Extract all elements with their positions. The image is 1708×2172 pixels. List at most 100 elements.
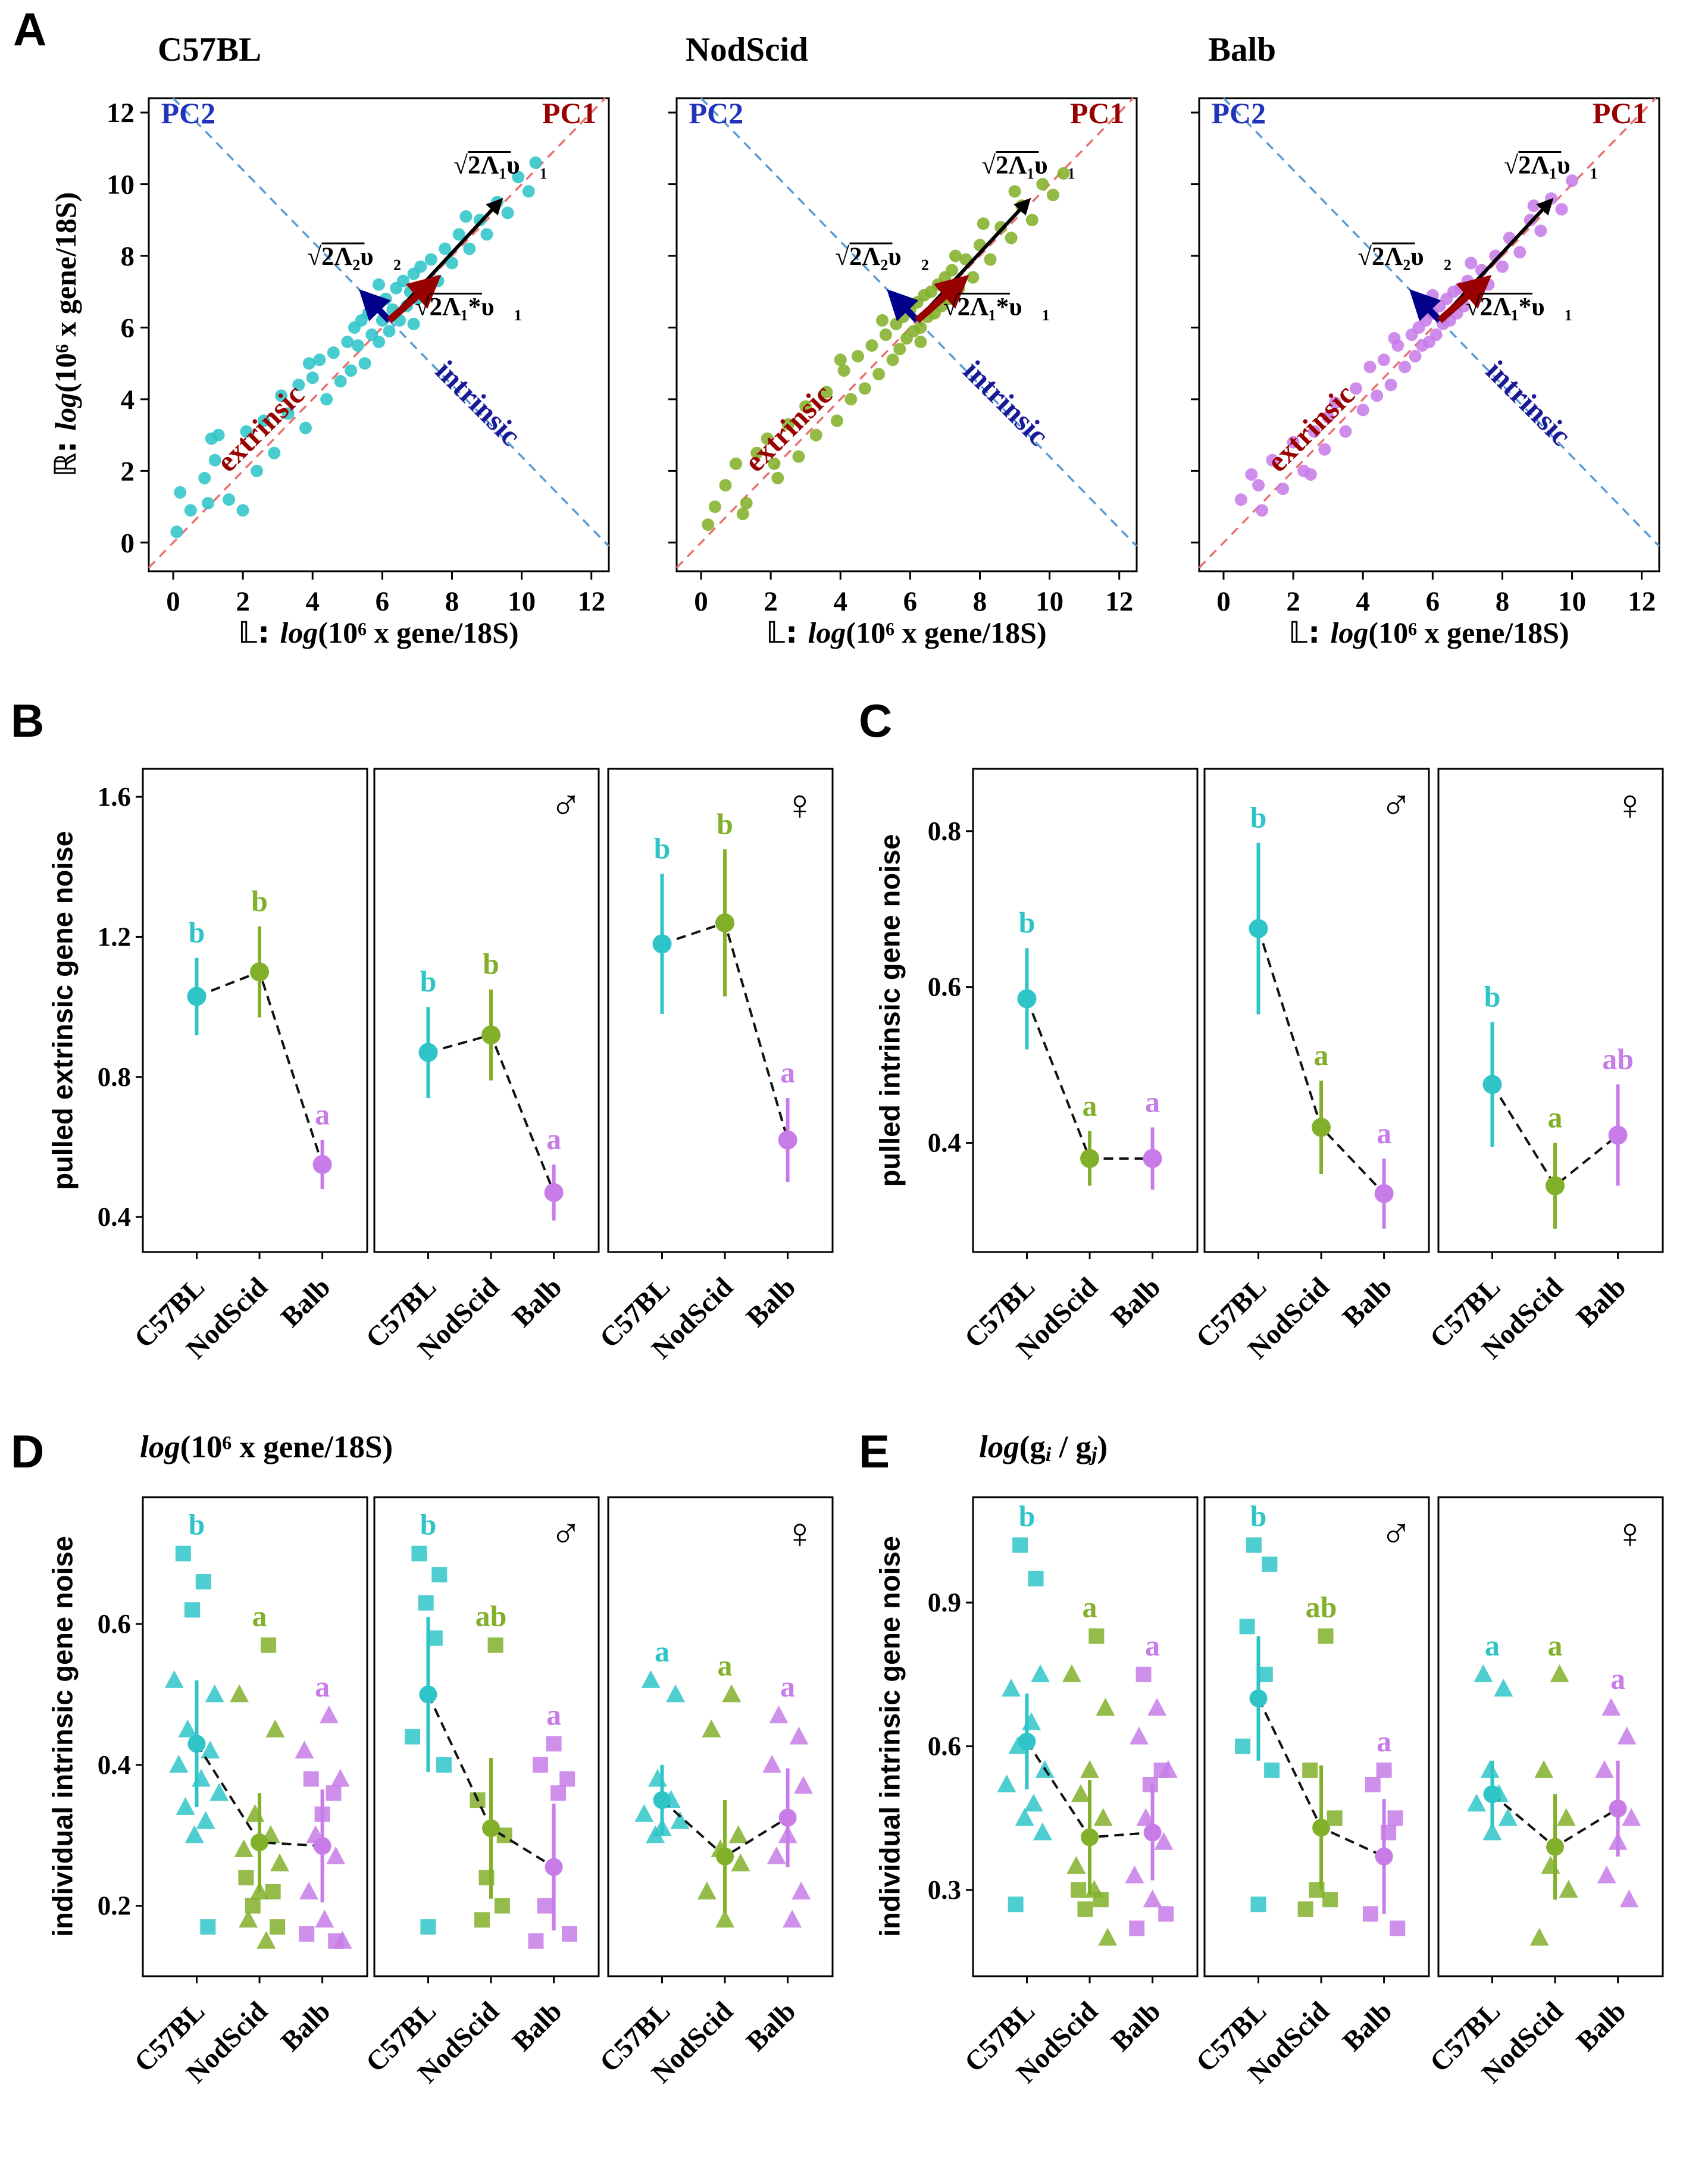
g-i-symbol: g [1030,1430,1046,1464]
svg-text:a: a [780,1670,795,1703]
svg-text:6: 6 [903,586,918,617]
svg-text:10: 10 [508,586,536,617]
svg-text:√2Λ₁υ⃗₁: √2Λ₁υ⃗₁ [453,151,547,179]
blackboard-r-prefix: ℝ: [48,430,83,477]
svg-text:0.8: 0.8 [98,1062,131,1092]
svg-text:b: b [1250,800,1267,834]
panel-a-x-axis-label-3: 𝕃: log(10⁶ x gene/18S) [1288,618,1569,647]
svg-text:√2Λ₂υ⃗₂: √2Λ₂υ⃗₂ [835,243,928,271]
svg-text:b: b [717,807,733,840]
svg-text:0.4: 0.4 [928,1128,961,1158]
svg-text:PC1: PC1 [1593,96,1647,130]
panel-e-label: E [859,1425,890,1478]
svg-text:a: a [315,1098,330,1131]
svg-text:b: b [251,884,268,918]
svg-text:√2Λ₁*υ⃗₁: √2Λ₁*υ⃗₁ [415,293,522,321]
svg-text:6: 6 [1426,586,1440,617]
scatter-title-c57bl: C57BL [158,31,262,68]
svg-text:ab: ab [1306,1590,1337,1623]
svg-text:0.4: 0.4 [98,1750,131,1780]
panel-e-y-axis-label: individual intrinsic gene noise [874,1536,906,1937]
svg-text:a: a [1610,1662,1625,1695]
svg-text:b: b [189,1508,205,1541]
svg-text:0: 0 [694,586,708,617]
svg-text:8: 8 [445,586,459,617]
panel-b-y-axis-label: pulled extrinsic gene noise [46,831,79,1190]
svg-text:PC1: PC1 [542,96,597,130]
svg-text:b: b [483,947,499,981]
panel-a-y-axis-label: ℝ: log(10⁶ x gene/18S) [48,192,83,477]
svg-text:ab: ab [1602,1042,1634,1075]
blackboard-l-prefix: 𝕃: [1288,615,1331,650]
svg-text:a: a [1145,1085,1160,1118]
log-text: log [49,392,82,431]
svg-text:a: a [1314,1038,1329,1072]
svg-text:a: a [1548,1101,1563,1134]
log-text: log [140,1430,180,1464]
svg-text:0.6: 0.6 [98,1609,131,1639]
svg-text:Balb: Balb [506,1996,568,2057]
svg-text:PC1: PC1 [1070,96,1125,130]
sub-j: j [1091,1444,1097,1466]
svg-text:PC2: PC2 [161,96,215,130]
svg-text:b: b [1250,1500,1267,1533]
svg-text:√2Λ₁υ⃗₁: √2Λ₁υ⃗₁ [981,151,1075,179]
svg-text:PC2: PC2 [1211,96,1266,130]
scatter-title-balb: Balb [1208,31,1277,68]
svg-text:Balb: Balb [1571,1272,1632,1333]
svg-text:♀: ♀ [784,1510,816,1557]
g-j-symbol: g [1075,1430,1092,1464]
sub-i: i [1045,1444,1052,1466]
svg-text:8: 8 [121,241,135,272]
log-text: log [280,616,318,649]
svg-text:Balb: Balb [740,1996,802,2057]
svg-text:a: a [1083,1089,1097,1122]
svg-text:a: a [1548,1629,1563,1662]
panel-a-x-axis-label-2: 𝕃: log(10⁶ x gene/18S) [766,618,1046,647]
svg-text:b: b [189,916,205,949]
svg-text:ab: ab [476,1600,507,1633]
units-text: (10⁶ x gene/18S) [318,616,519,649]
svg-text:a: a [718,1648,733,1682]
svg-text:♀: ♀ [1614,781,1646,829]
svg-text:2: 2 [121,456,135,487]
log-text: log [1330,616,1369,649]
svg-text:a: a [1083,1590,1097,1623]
svg-text:√2Λ₂υ⃗₂: √2Λ₂υ⃗₂ [1357,243,1451,271]
svg-text:10: 10 [107,170,134,201]
svg-text:√2Λ₁υ⃗₁: √2Λ₁υ⃗₁ [1504,151,1597,179]
log-text: log [979,1430,1019,1464]
panel-a-label: A [13,3,47,55]
svg-text:♂: ♂ [1380,1510,1412,1557]
svg-text:4: 4 [305,586,320,617]
svg-text:Balb: Balb [1105,1272,1166,1333]
svg-text:12: 12 [1628,586,1656,617]
svg-text:4: 4 [121,384,135,415]
svg-text:1.6: 1.6 [98,782,131,812]
units-text: (10⁶ x gene/18S) [846,616,1047,649]
units-text: (10⁶ x gene/18S) [1368,616,1569,649]
svg-text:b: b [1019,1500,1036,1533]
panel-c-label: C [859,694,893,747]
svg-text:a: a [1377,1116,1391,1150]
svg-text:12: 12 [107,98,134,129]
svg-text:0.3: 0.3 [928,1875,961,1905]
svg-text:1.2: 1.2 [98,922,131,952]
units-text: (10⁶ x gene/18S) [49,192,82,393]
blackboard-l-prefix: 𝕃: [766,615,808,650]
panel-a-x-axis-label-1: 𝕃: log(10⁶ x gene/18S) [238,618,518,647]
svg-text:a: a [315,1670,330,1703]
svg-text:a: a [655,1635,670,1668]
divide-text: / [1051,1430,1076,1464]
panel-b-label: B [11,694,45,747]
svg-text:12: 12 [1105,586,1133,617]
svg-text:♂: ♂ [1380,781,1412,829]
svg-text:a: a [252,1600,267,1633]
svg-text:12: 12 [577,586,605,617]
svg-text:a: a [1377,1725,1391,1758]
